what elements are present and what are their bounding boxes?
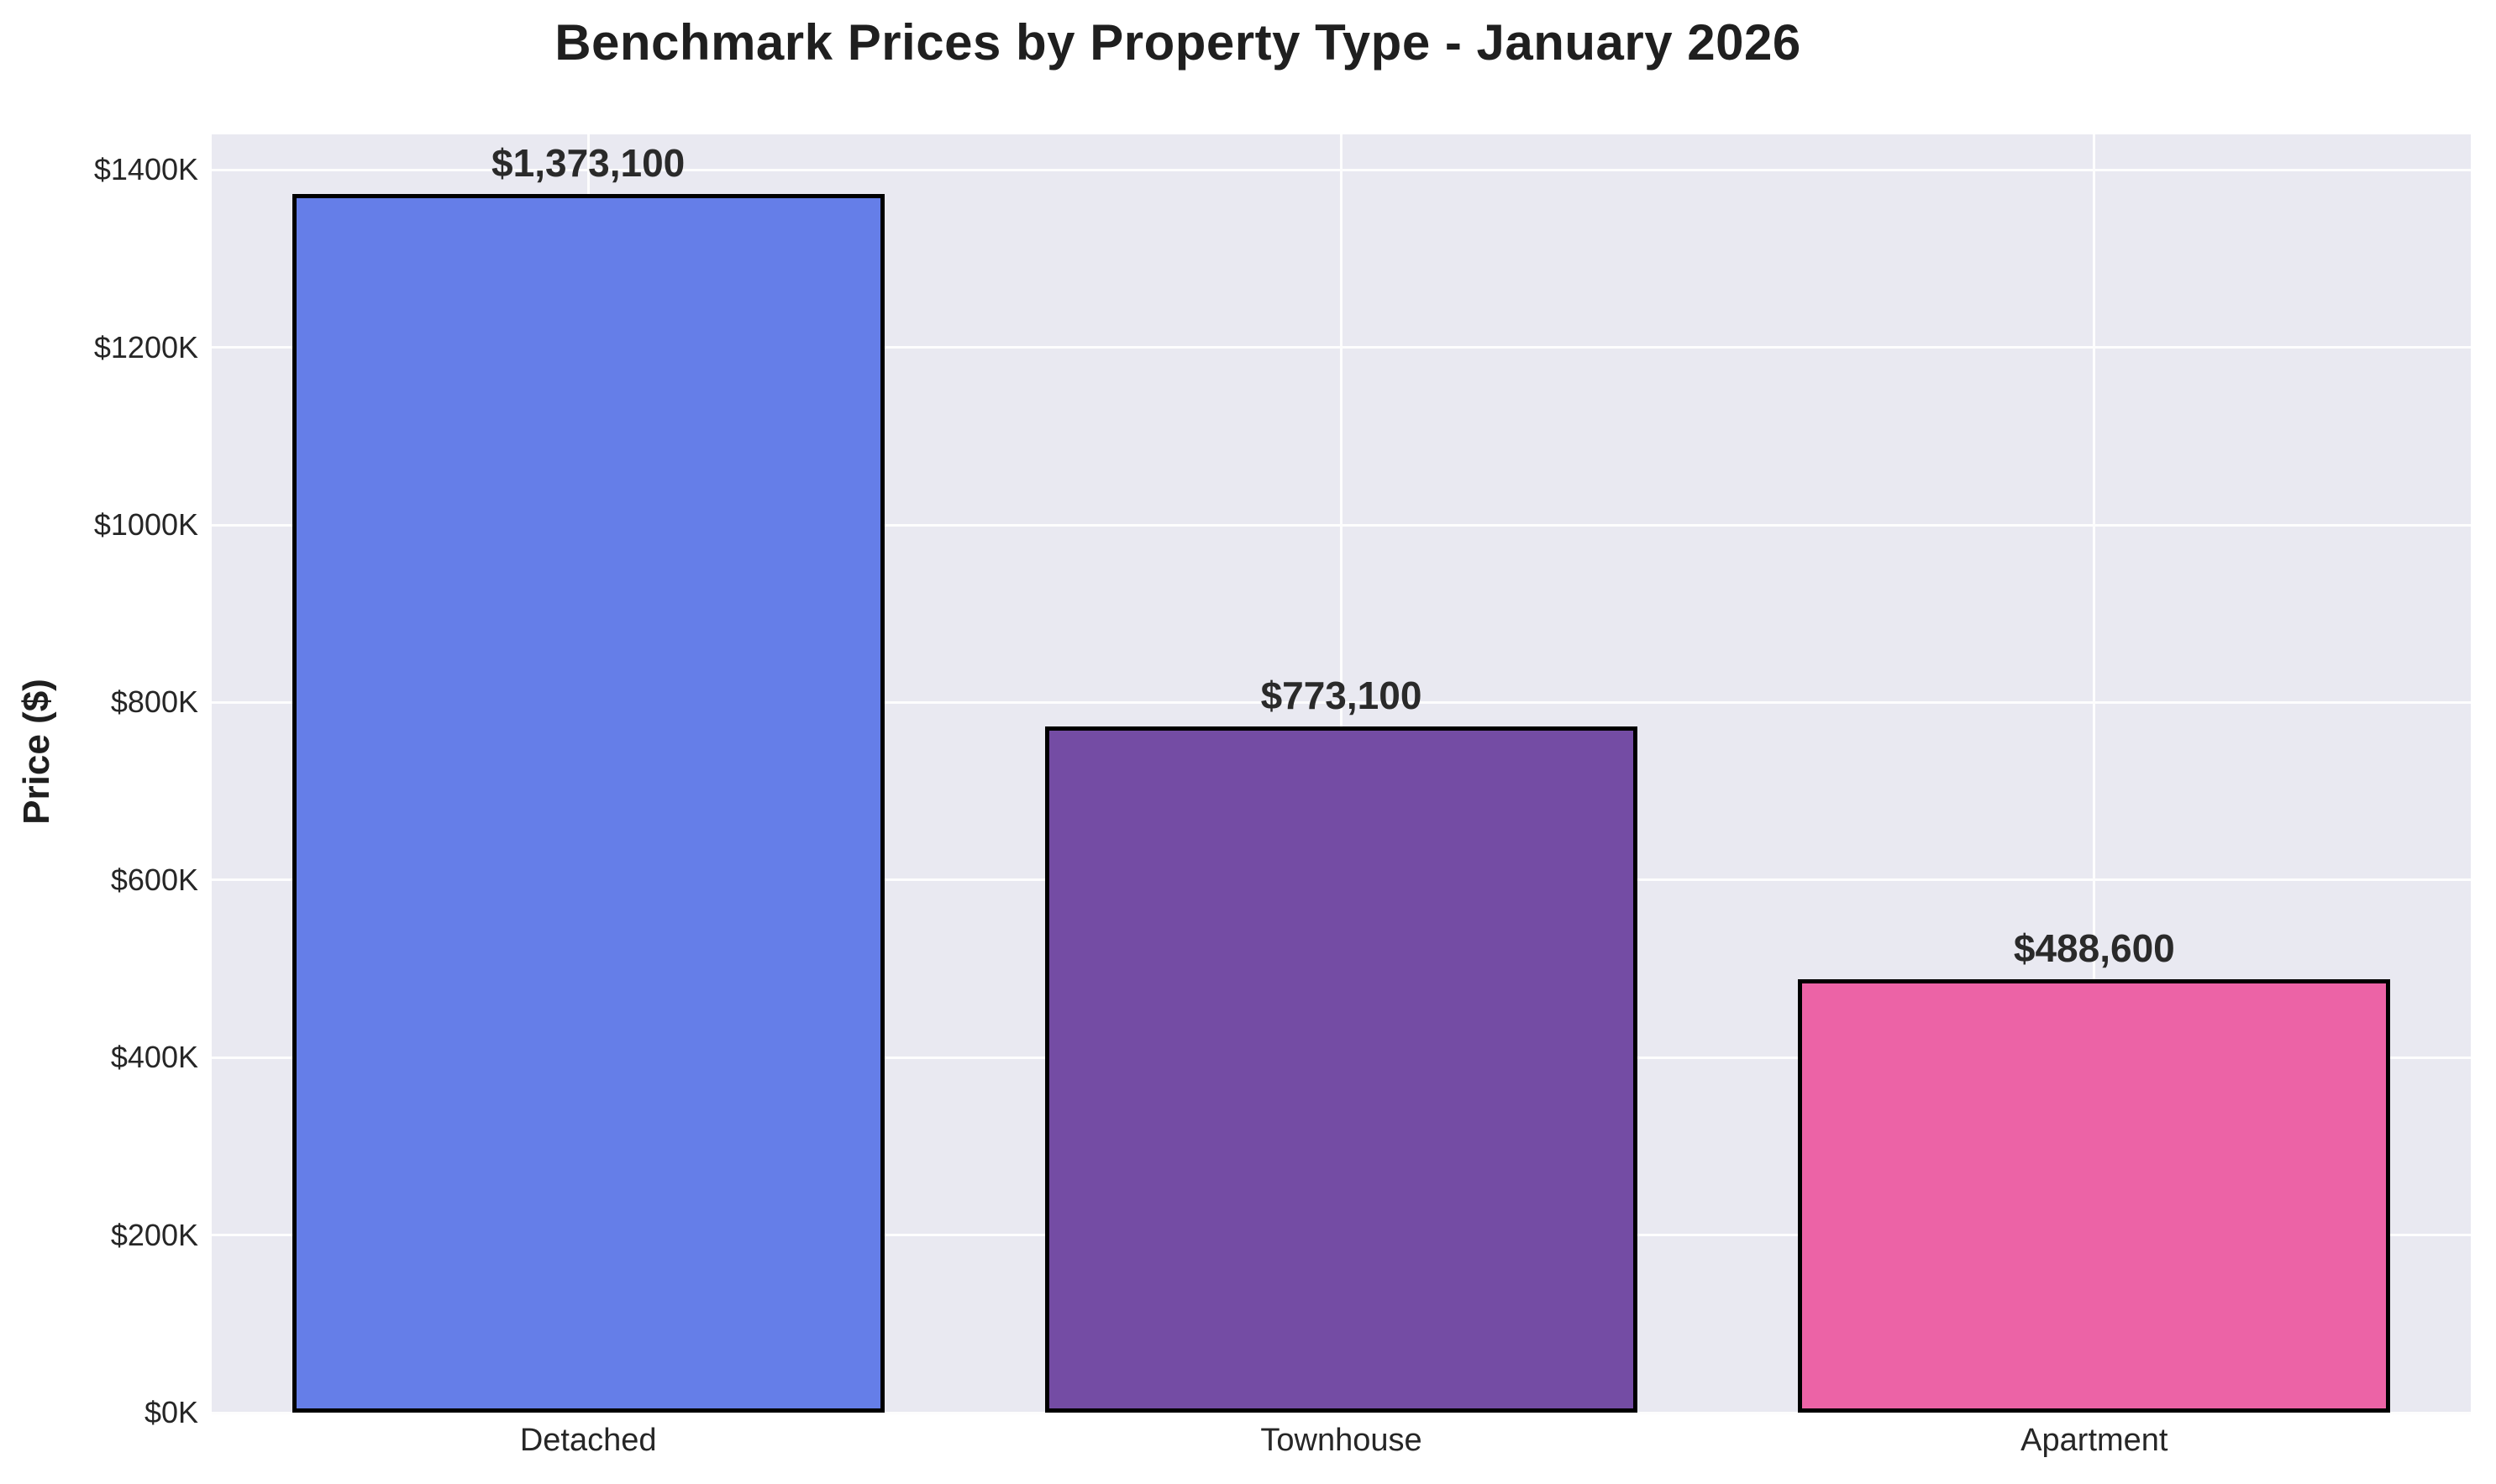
v-gridline: [2093, 134, 2096, 1413]
y-tick-label: $800K: [110, 684, 198, 720]
h-gridline: [212, 1411, 2471, 1414]
bar-townhouse: [1045, 726, 1637, 1413]
bar-apartment: [1798, 978, 2391, 1413]
y-tick-label: $200K: [110, 1217, 198, 1252]
x-tick-label-apartment: Apartment: [2020, 1423, 2168, 1458]
y-tick-label: $1400K: [93, 152, 198, 187]
x-tick-label-townhouse: Townhouse: [1260, 1423, 1422, 1458]
y-tick-label: $1200K: [93, 329, 198, 364]
bar-detached: [292, 193, 885, 1413]
y-tick-label: $1000K: [93, 507, 198, 543]
y-tick-label: $600K: [110, 862, 198, 897]
bar-value-label: $773,100: [1260, 673, 1422, 717]
x-tick-label-detached: Detached: [519, 1423, 657, 1458]
bar-value-label: $488,600: [2013, 926, 2175, 970]
plot-area: $1,373,100 $773,100 $488,600: [212, 134, 2471, 1414]
y-tick-label: $400K: [110, 1040, 198, 1075]
chart-title: Benchmark Prices by Property Type - Janu…: [554, 14, 1801, 71]
y-tick-label: $0K: [144, 1395, 198, 1429]
bar-value-label: $1,373,100: [491, 140, 686, 185]
